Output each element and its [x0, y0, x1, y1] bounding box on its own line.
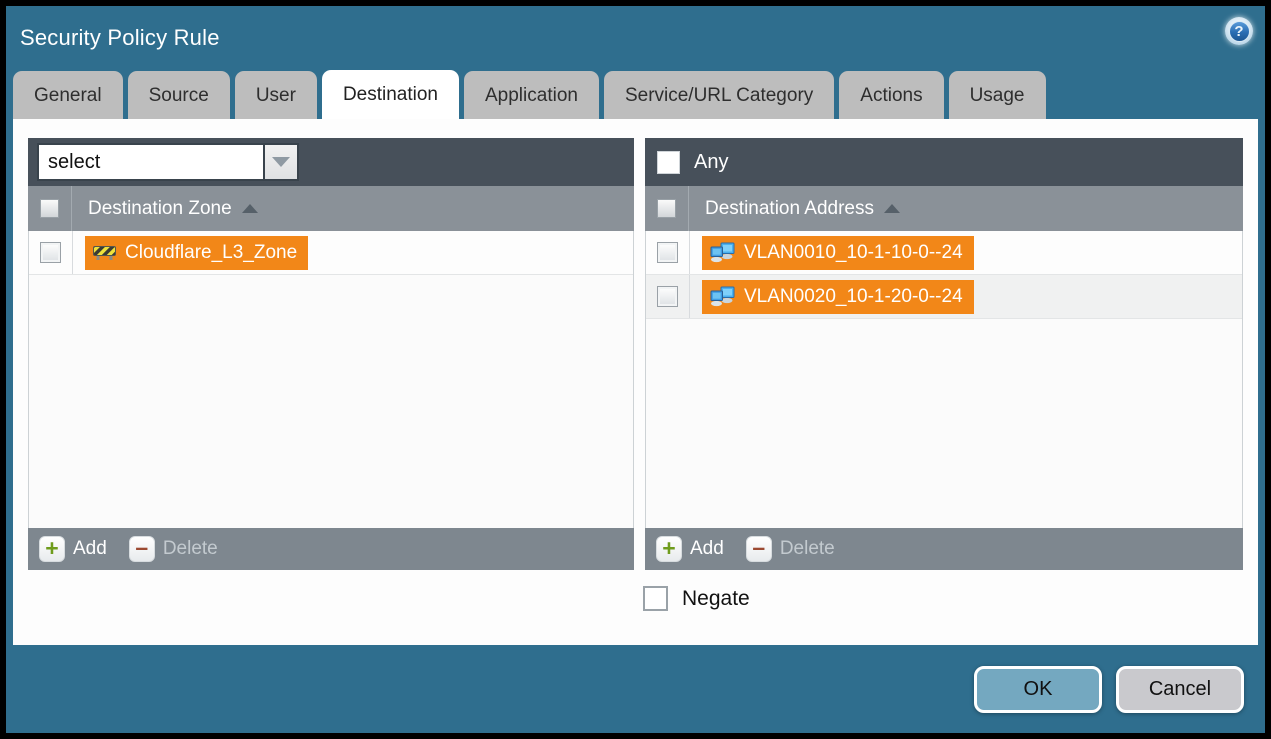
tab-general[interactable]: General — [13, 71, 123, 119]
zone-delete-label: Delete — [162, 538, 218, 559]
tab-source[interactable]: Source — [127, 71, 230, 119]
zone-delete-button[interactable]: – Delete — [128, 535, 218, 562]
minus-icon: – — [745, 535, 772, 562]
zone-row-checkbox-cell — [29, 231, 73, 274]
tab-service-url-category[interactable]: Service/URL Category — [603, 71, 835, 119]
address-row-checkbox-cell — [646, 275, 690, 318]
negate-checkbox[interactable] — [643, 586, 668, 611]
network-address-icon — [710, 242, 735, 263]
dialog-title: Security Policy Rule — [20, 25, 220, 50]
dialog-footer: OK Cancel — [6, 645, 1265, 733]
any-label: Any — [694, 150, 729, 173]
address-row-checkbox-cell — [646, 231, 690, 274]
address-row-checkbox[interactable] — [657, 286, 678, 307]
zone-panel-footer: + Add – Delete — [28, 528, 634, 570]
zone-type-select-value: select — [39, 145, 263, 179]
tab-usage[interactable]: Usage — [948, 71, 1046, 119]
destination-tab-content: select Destination Zone — [13, 119, 1258, 645]
address-select-all-cell — [645, 186, 689, 231]
plus-icon: + — [39, 536, 65, 562]
address-delete-label: Delete — [779, 538, 835, 559]
address-chip-label: VLAN0020_10-1-20-0--24 — [744, 285, 963, 307]
address-panel-header: Any — [645, 138, 1243, 186]
tab-application[interactable]: Application — [464, 71, 599, 119]
address-column-title[interactable]: Destination Address — [705, 197, 874, 219]
zone-select-all-cell — [28, 186, 72, 231]
address-row: VLAN0020_10-1-20-0--24 — [646, 275, 1242, 319]
address-row-checkbox[interactable] — [657, 242, 678, 263]
zone-type-select[interactable]: select — [37, 143, 299, 181]
zone-add-button[interactable]: + Add — [39, 536, 107, 562]
destination-address-panel: Any Destination Address — [645, 138, 1243, 570]
destination-zone-panel: select Destination Zone — [28, 138, 634, 570]
zone-panel-header: select — [28, 138, 634, 186]
negate-label: Negate — [682, 586, 750, 610]
security-policy-rule-dialog: Security Policy Rule ? General Source Us… — [6, 6, 1265, 733]
tab-destination[interactable]: Destination — [321, 70, 459, 119]
dialog-titlebar: Security Policy Rule ? — [6, 6, 1265, 70]
address-add-button[interactable]: + Add — [656, 536, 724, 562]
zone-row-checkbox[interactable] — [40, 242, 61, 263]
chevron-down-icon — [272, 157, 290, 167]
zone-chip[interactable]: Cloudflare_L3_Zone — [85, 235, 309, 270]
tab-user[interactable]: User — [234, 71, 317, 119]
tab-bar: General Source User Destination Applicat… — [6, 70, 1265, 119]
minus-icon: – — [128, 535, 155, 562]
zone-type-select-button[interactable] — [263, 145, 297, 179]
address-list: VLAN0010_10-1-10-0--24 — [645, 231, 1243, 528]
any-row: Any — [654, 150, 729, 174]
address-select-all-checkbox[interactable] — [657, 199, 676, 218]
address-chip[interactable]: VLAN0010_10-1-10-0--24 — [702, 235, 974, 270]
any-checkbox[interactable] — [657, 150, 680, 174]
zone-barrier-icon — [93, 246, 116, 260]
zone-add-label: Add — [73, 538, 107, 559]
zone-chip-label: Cloudflare_L3_Zone — [125, 241, 298, 263]
negate-row: Negate — [643, 586, 1243, 611]
zone-column-title[interactable]: Destination Zone — [88, 197, 232, 219]
cancel-button[interactable]: Cancel — [1116, 665, 1244, 713]
address-chip[interactable]: VLAN0020_10-1-20-0--24 — [702, 279, 974, 314]
zone-list: Cloudflare_L3_Zone — [28, 231, 634, 528]
sort-ascending-icon[interactable] — [241, 204, 258, 213]
address-add-label: Add — [690, 538, 724, 559]
tab-actions[interactable]: Actions — [839, 71, 944, 119]
address-delete-button[interactable]: – Delete — [745, 535, 835, 562]
network-address-icon — [710, 286, 735, 307]
ok-button[interactable]: OK — [974, 665, 1102, 713]
address-chip-label: VLAN0010_10-1-10-0--24 — [744, 241, 963, 263]
zone-column-header: Destination Zone — [28, 186, 634, 231]
address-panel-footer: + Add – Delete — [645, 528, 1243, 570]
zone-row: Cloudflare_L3_Zone — [29, 231, 633, 275]
sort-ascending-icon[interactable] — [884, 204, 900, 213]
plus-icon: + — [656, 536, 682, 562]
address-row: VLAN0010_10-1-10-0--24 — [646, 231, 1242, 275]
help-icon-glyph: ? — [1228, 20, 1250, 42]
zone-select-all-checkbox[interactable] — [40, 199, 59, 218]
help-icon[interactable]: ? — [1225, 17, 1253, 45]
address-column-header: Destination Address — [645, 186, 1243, 231]
